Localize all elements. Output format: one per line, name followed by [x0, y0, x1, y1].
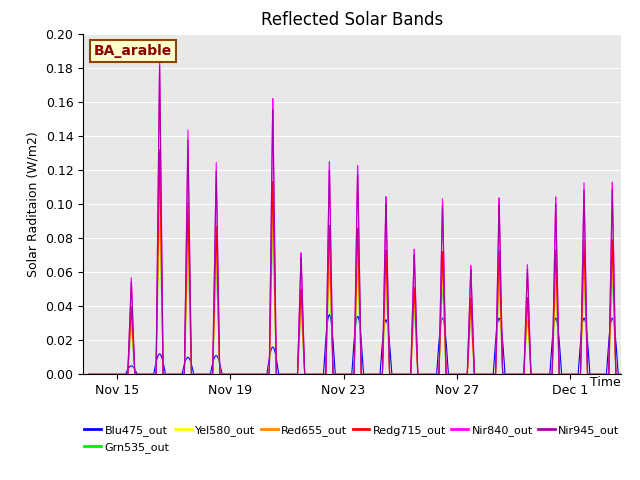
- Nir840_out: [623, 372, 630, 377]
- Redg715_out: [360, 372, 367, 377]
- Grn535_out: [360, 372, 367, 377]
- Nir945_out: [85, 372, 93, 377]
- Yel580_out: [360, 372, 367, 377]
- Redg715_out: [363, 372, 371, 377]
- Nir840_out: [360, 372, 367, 377]
- Blu475_out: [623, 372, 630, 377]
- Red655_out: [623, 372, 630, 377]
- Grn535_out: [574, 372, 582, 377]
- Nir840_out: [425, 372, 433, 377]
- Nir840_out: [492, 372, 499, 377]
- Text: BA_arable: BA_arable: [94, 44, 172, 58]
- Yel580_out: [623, 372, 630, 377]
- Nir840_out: [574, 372, 582, 377]
- Yel580_out: [425, 372, 433, 377]
- Red655_out: [492, 372, 499, 377]
- Blu475_out: [360, 370, 367, 376]
- Blu475_out: [492, 344, 499, 350]
- Redg715_out: [134, 372, 142, 377]
- Nir840_out: [85, 372, 93, 377]
- Nir945_out: [492, 372, 499, 377]
- Grn535_out: [425, 372, 433, 377]
- Title: Reflected Solar Bands: Reflected Solar Bands: [261, 11, 443, 29]
- Nir840_out: [156, 50, 163, 56]
- Blu475_out: [85, 372, 93, 377]
- Red655_out: [360, 372, 367, 377]
- Red655_out: [425, 372, 433, 377]
- Yel580_out: [85, 372, 93, 377]
- Text: Time: Time: [590, 376, 621, 389]
- Nir945_out: [363, 372, 371, 377]
- Blu475_out: [425, 372, 433, 377]
- Grn535_out: [156, 195, 163, 201]
- Yel580_out: [363, 372, 371, 377]
- Redg715_out: [574, 372, 582, 377]
- Grn535_out: [363, 372, 371, 377]
- Nir840_out: [134, 372, 142, 377]
- Nir945_out: [623, 372, 630, 377]
- Nir945_out: [360, 372, 367, 377]
- Grn535_out: [134, 372, 142, 377]
- Blu475_out: [574, 372, 582, 377]
- Redg715_out: [156, 146, 163, 152]
- Blu475_out: [326, 312, 333, 318]
- Nir945_out: [156, 63, 163, 69]
- Redg715_out: [492, 372, 499, 377]
- Redg715_out: [623, 372, 630, 377]
- Line: Nir840_out: Nir840_out: [89, 53, 627, 374]
- Yel580_out: [134, 372, 142, 377]
- Line: Grn535_out: Grn535_out: [89, 198, 627, 374]
- Grn535_out: [85, 372, 93, 377]
- Blu475_out: [134, 372, 142, 377]
- Blu475_out: [363, 372, 371, 377]
- Y-axis label: Solar Raditaion (W/m2): Solar Raditaion (W/m2): [27, 131, 40, 277]
- Red655_out: [156, 163, 163, 168]
- Red655_out: [85, 372, 93, 377]
- Grn535_out: [492, 372, 499, 377]
- Yel580_out: [492, 372, 499, 377]
- Nir945_out: [574, 372, 582, 377]
- Yel580_out: [574, 372, 582, 377]
- Nir840_out: [363, 372, 371, 377]
- Redg715_out: [425, 372, 433, 377]
- Line: Nir945_out: Nir945_out: [89, 66, 627, 374]
- Line: Yel580_out: Yel580_out: [89, 181, 627, 374]
- Line: Blu475_out: Blu475_out: [89, 315, 627, 374]
- Line: Redg715_out: Redg715_out: [89, 149, 627, 374]
- Line: Red655_out: Red655_out: [89, 166, 627, 374]
- Yel580_out: [156, 179, 163, 184]
- Nir945_out: [134, 372, 142, 377]
- Redg715_out: [85, 372, 93, 377]
- Grn535_out: [623, 372, 630, 377]
- Legend: Blu475_out, Grn535_out, Yel580_out, Red655_out, Redg715_out, Nir840_out, Nir945_: Blu475_out, Grn535_out, Yel580_out, Red6…: [80, 421, 624, 457]
- Red655_out: [574, 372, 582, 377]
- Red655_out: [134, 372, 142, 377]
- Nir945_out: [425, 372, 433, 377]
- Red655_out: [363, 372, 371, 377]
